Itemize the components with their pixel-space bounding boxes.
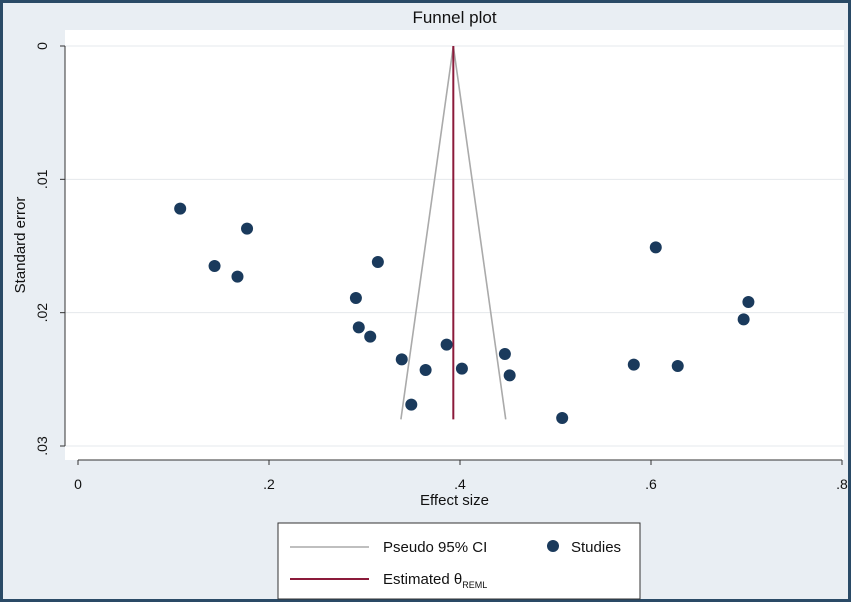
study-point bbox=[498, 348, 511, 360]
x-axis-label: Effect size bbox=[420, 492, 489, 509]
legend-ci-label: Pseudo 95% CI bbox=[383, 539, 487, 556]
study-point bbox=[649, 241, 662, 254]
axes: 0 .01 .02 .03 0 .2 .4 .6 .8 bbox=[34, 42, 848, 492]
ci-line-left bbox=[400, 45, 455, 420]
x-tick-label: 0 bbox=[74, 476, 82, 492]
study-point bbox=[231, 270, 244, 283]
y-tick-label: .03 bbox=[34, 436, 50, 456]
study-point bbox=[352, 321, 365, 334]
chart-title: Funnel plot bbox=[412, 8, 496, 27]
study-point bbox=[208, 260, 221, 272]
study-point bbox=[395, 353, 408, 366]
grid-lines bbox=[65, 45, 844, 447]
study-point bbox=[556, 412, 569, 424]
y-tick-label: .01 bbox=[34, 169, 50, 189]
study-point bbox=[671, 360, 684, 372]
study-points bbox=[174, 202, 755, 424]
legend-estimate-label: Estimated θREML bbox=[383, 571, 487, 590]
funnel-lines bbox=[400, 45, 507, 420]
study-point bbox=[241, 222, 254, 235]
study-point bbox=[405, 398, 418, 411]
study-point bbox=[742, 296, 755, 308]
x-tick-label: .8 bbox=[836, 476, 848, 492]
study-point bbox=[364, 330, 377, 343]
ci-line-right bbox=[452, 45, 507, 420]
study-point bbox=[371, 256, 384, 268]
study-point bbox=[174, 202, 187, 215]
x-tick-label: .2 bbox=[263, 476, 275, 492]
plot-area bbox=[65, 30, 844, 460]
study-point bbox=[737, 313, 750, 326]
study-point bbox=[440, 338, 453, 351]
study-point bbox=[455, 362, 468, 375]
legend-studies-label: Studies bbox=[571, 539, 621, 556]
legend-estimate-subscript: REML bbox=[462, 580, 487, 590]
y-axis-label: Standard error bbox=[12, 197, 29, 294]
legend-estimate-main: Estimated θ bbox=[383, 571, 462, 588]
legend-box bbox=[277, 522, 641, 600]
y-tick-label: .02 bbox=[34, 303, 50, 323]
funnel-plot: Funnel plot 0 .01 .02 .03 0 .2 .4 .6 .8 Effect s… bbox=[12, 8, 848, 600]
study-point bbox=[349, 292, 362, 304]
legend-studies-swatch bbox=[547, 540, 559, 552]
x-tick-label: .4 bbox=[454, 476, 466, 492]
y-tick-label: 0 bbox=[34, 42, 50, 50]
x-tick-label: .6 bbox=[645, 476, 657, 492]
legend: Pseudo 95% CI Studies Estimated θREML bbox=[277, 522, 641, 600]
study-point bbox=[419, 364, 432, 376]
study-point bbox=[503, 369, 516, 382]
study-point bbox=[627, 358, 640, 371]
